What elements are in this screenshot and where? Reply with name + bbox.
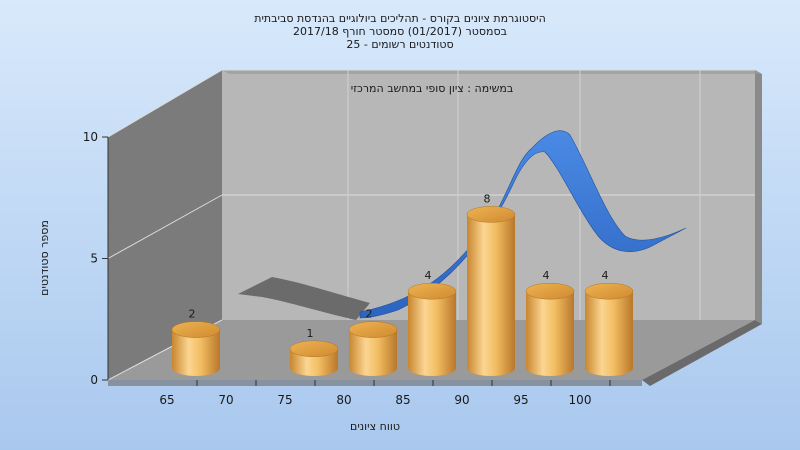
bar-body bbox=[467, 214, 515, 376]
bar-body bbox=[526, 291, 574, 376]
chart-title-line-1: היסטוגרמת ציונים בקורס - תהליכים ביולוגי… bbox=[254, 12, 546, 25]
bar-body bbox=[585, 291, 633, 376]
bars: 2 1 2 4 8 4 4 bbox=[171, 192, 634, 376]
x-axis: 65 70 75 80 85 90 95 100 bbox=[159, 380, 611, 407]
bar-top bbox=[584, 282, 634, 300]
bar-data-label: 4 bbox=[543, 269, 550, 282]
grid-line-left-wall bbox=[107, 69, 223, 138]
bar-data-label: 4 bbox=[602, 269, 609, 282]
x-tick-label: 75 bbox=[277, 393, 292, 407]
bar-top bbox=[348, 321, 398, 338]
bar-data-label: 4 bbox=[425, 269, 432, 282]
bar-data-label: 1 bbox=[307, 327, 314, 340]
y-tick-label: 5 bbox=[90, 252, 98, 266]
curve-hidden-segment bbox=[238, 277, 370, 320]
bar-body bbox=[349, 329, 397, 376]
chart-subtitle: במשימה : ציון סופי במחשב המרכזי bbox=[351, 82, 514, 95]
bar-top bbox=[407, 282, 457, 300]
bar bbox=[466, 206, 516, 376]
x-tick-label: 95 bbox=[513, 393, 528, 407]
bar bbox=[348, 321, 398, 376]
back-wall-right-edge bbox=[755, 70, 762, 324]
bar-top bbox=[525, 282, 575, 300]
bar-data-label: 8 bbox=[484, 192, 491, 205]
bar bbox=[171, 321, 221, 376]
chart-title-line-3: סטודנטים רשומים - 25 bbox=[346, 38, 453, 51]
bar-data-label: 2 bbox=[189, 308, 196, 321]
bar-top bbox=[289, 340, 339, 358]
bar-body bbox=[408, 291, 456, 376]
right-floor-edge bbox=[642, 320, 762, 386]
y-tick-label: 10 bbox=[83, 130, 98, 144]
x-tick-label: 85 bbox=[395, 393, 410, 407]
x-axis-label: טווח ציונים bbox=[350, 420, 400, 433]
back-wall-top-edge bbox=[222, 70, 762, 74]
y-tick-label: 0 bbox=[90, 373, 98, 387]
chart-title-line-2: בסמסטר (01/2017) סמסטר חורף 2017/18 bbox=[293, 25, 507, 38]
x-tick-label: 80 bbox=[336, 393, 351, 407]
x-tick-label: 70 bbox=[218, 393, 233, 407]
bar bbox=[584, 282, 634, 376]
y-axis-label: מספר סטודנטים bbox=[38, 220, 51, 296]
x-tick-label: 90 bbox=[454, 393, 469, 407]
bar-data-label: 2 bbox=[366, 308, 373, 321]
bar bbox=[407, 282, 457, 376]
grid-line-left-wall bbox=[107, 194, 223, 259]
bar-top bbox=[466, 206, 516, 223]
y-axis: 0 5 10 bbox=[83, 130, 109, 387]
x-tick-label: 100 bbox=[569, 393, 592, 407]
bar-body bbox=[172, 329, 220, 376]
bar-top bbox=[171, 321, 221, 338]
x-tick-label: 65 bbox=[159, 393, 174, 407]
left-wall bbox=[108, 70, 222, 380]
bar bbox=[525, 282, 575, 376]
floor-front-edge bbox=[108, 380, 642, 386]
bar bbox=[289, 340, 339, 376]
